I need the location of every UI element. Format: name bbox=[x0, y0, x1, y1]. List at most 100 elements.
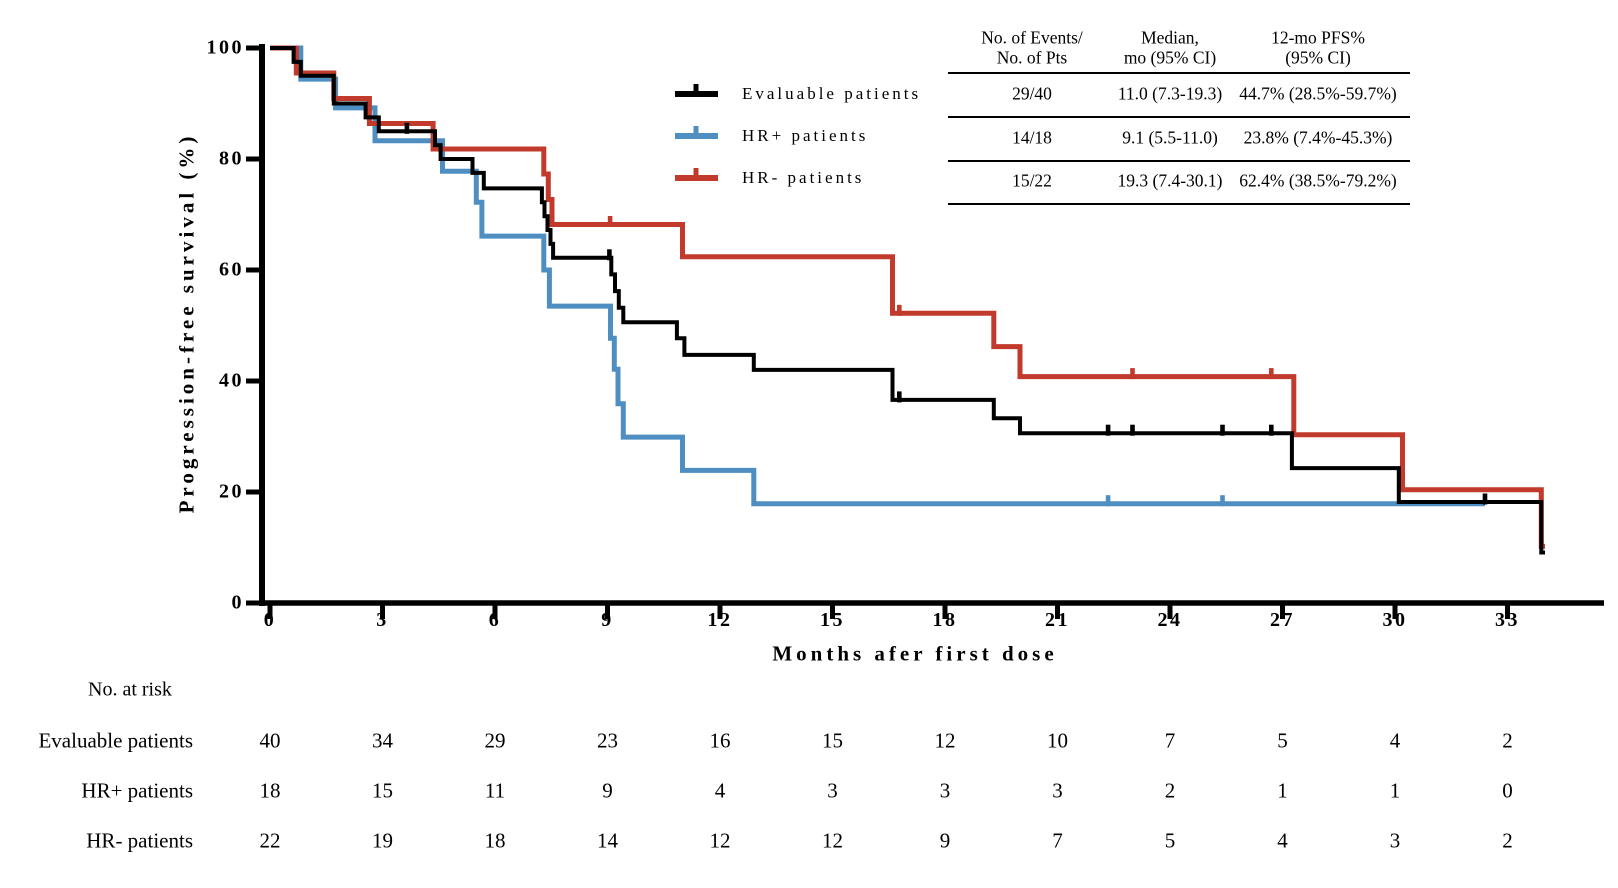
censor-tick-hr-patients bbox=[607, 216, 613, 227]
censor-tick-hr-patients bbox=[1105, 495, 1111, 507]
risk-count-g2-t24: 5 bbox=[1164, 828, 1176, 853]
x-tick-label-18: 18 bbox=[932, 609, 958, 631]
risk-count-g0-t15: 15 bbox=[822, 728, 843, 753]
risk-count-g0-t9: 23 bbox=[597, 728, 618, 753]
km-chart-canvas bbox=[246, 44, 1604, 619]
km-curve-hr-patients bbox=[270, 45, 1545, 549]
risk-count-g0-t21: 10 bbox=[1047, 728, 1068, 753]
km-curve-evaluable-patients bbox=[270, 46, 1545, 555]
risk-count-g2-t33: 2 bbox=[1502, 828, 1513, 853]
legend-label-hr-negative: HR- patients bbox=[742, 168, 865, 187]
stats-hr-positive-pfs: 23.8% (7.4%-45.3%) bbox=[1243, 127, 1393, 148]
stats-rule-row3 bbox=[948, 203, 1410, 205]
risk-table-title: No. at risk bbox=[88, 678, 172, 701]
risk-count-g0-t12: 16 bbox=[709, 728, 731, 753]
censor-tick-evaluable-patients bbox=[607, 249, 612, 261]
x-axis-title: Months afer first dose bbox=[772, 641, 1058, 666]
stats-hr-negative-events: 15/22 bbox=[1012, 170, 1052, 191]
risk-count-g2-t15: 12 bbox=[822, 828, 843, 853]
risk-label-evaluable: Evaluable patients bbox=[38, 728, 193, 753]
stats-header-pfs-line1: 12-mo PFS% bbox=[1271, 27, 1365, 48]
censor-tick-evaluable-patients bbox=[897, 391, 902, 403]
x-tick-label-33: 33 bbox=[1495, 609, 1520, 631]
censor-tick-evaluable-patients bbox=[404, 122, 410, 134]
risk-label-hr-negative: HR- patients bbox=[86, 828, 193, 853]
censor-tick-evaluable-patients bbox=[1130, 424, 1135, 436]
risk-count-g0-t27: 5 bbox=[1277, 728, 1288, 753]
risk-label-hr-positive: HR+ patients bbox=[81, 778, 193, 803]
censor-tick-hr-patients bbox=[1220, 495, 1225, 507]
risk-count-g2-t27: 4 bbox=[1277, 828, 1288, 853]
risk-count-g0-t24: 7 bbox=[1164, 728, 1176, 753]
x-tick-label-0: 0 bbox=[263, 609, 277, 631]
censor-tick-evaluable-patients bbox=[1105, 424, 1111, 436]
stats-rule-row2 bbox=[948, 160, 1410, 162]
risk-count-g1-t6: 11 bbox=[484, 778, 506, 803]
x-tick-label-24: 24 bbox=[1157, 609, 1183, 631]
risk-count-g1-t0: 18 bbox=[259, 778, 281, 803]
risk-count-g1-t21: 3 bbox=[1052, 778, 1063, 803]
x-tick-label-3: 3 bbox=[376, 609, 389, 631]
stats-header-median-line1: Median, bbox=[1141, 27, 1199, 48]
risk-count-g2-t9: 14 bbox=[597, 828, 618, 853]
survival-curves bbox=[270, 45, 1545, 555]
risk-count-g2-t18: 9 bbox=[939, 828, 951, 853]
x-axis-ticks bbox=[267, 602, 1510, 619]
x-tick-label-15: 15 bbox=[820, 609, 845, 631]
censor-tick-evaluable-patients bbox=[1220, 424, 1225, 436]
censor-tick-hr-patients bbox=[1269, 368, 1274, 380]
risk-count-g0-t3: 34 bbox=[372, 728, 393, 753]
x-tick-label-27: 27 bbox=[1270, 609, 1295, 631]
censor-tick-hr-patients bbox=[897, 304, 902, 316]
censor-tick-evaluable-patients bbox=[1482, 493, 1488, 505]
risk-count-g1-t30: 1 bbox=[1389, 778, 1401, 803]
legend-swatches bbox=[675, 84, 718, 181]
stats-hr-negative-median: 19.3 (7.4-30.1) bbox=[1117, 170, 1223, 191]
censor-tick-hr-patients bbox=[1130, 368, 1135, 380]
x-tick-label-6: 6 bbox=[488, 609, 502, 631]
legend-swatch-censor-tick-0 bbox=[693, 84, 699, 94]
risk-count-g1-t12: 4 bbox=[714, 778, 726, 803]
risk-count-g1-t24: 2 bbox=[1164, 778, 1176, 803]
stats-rule-row1 bbox=[948, 116, 1410, 118]
risk-count-g2-t21: 7 bbox=[1052, 828, 1063, 853]
risk-count-g1-t27: 1 bbox=[1277, 778, 1288, 803]
stats-header-median-line2: mo (95% CI) bbox=[1123, 47, 1217, 68]
stats-hr-negative-pfs: 62.4% (38.5%-79.2%) bbox=[1239, 170, 1397, 191]
legend-swatch-censor-tick-1 bbox=[693, 126, 699, 136]
risk-count-g1-t18: 3 bbox=[939, 778, 951, 803]
risk-count-g1-t9: 9 bbox=[602, 778, 613, 803]
risk-count-g0-t18: 12 bbox=[934, 728, 956, 753]
y-tick-label-40: 40 bbox=[219, 369, 244, 392]
stats-evaluable-events: 29/40 bbox=[1012, 83, 1052, 104]
risk-count-g0-t0: 40 bbox=[259, 728, 281, 753]
y-tick-label-0: 0 bbox=[231, 591, 244, 614]
legend-label-hr-positive: HR+ patients bbox=[742, 126, 869, 145]
risk-count-g2-t3: 19 bbox=[372, 828, 393, 853]
risk-count-g1-t33: 0 bbox=[1502, 778, 1513, 803]
risk-count-g1-t3: 15 bbox=[372, 778, 393, 803]
x-tick-label-21: 21 bbox=[1045, 609, 1070, 631]
stats-evaluable-pfs: 44.7% (28.5%-59.7%) bbox=[1239, 83, 1397, 104]
x-tick-label-9: 9 bbox=[601, 609, 614, 631]
risk-count-g0-t30: 4 bbox=[1389, 728, 1401, 753]
y-tick-label-100: 100 bbox=[206, 36, 244, 59]
stats-header-events-line2: No. of Pts bbox=[996, 47, 1068, 68]
x-tick-label-30: 30 bbox=[1382, 609, 1408, 631]
risk-count-g2-t6: 18 bbox=[484, 828, 506, 853]
stats-header-pfs-line2: (95% CI) bbox=[1285, 47, 1351, 68]
y-axis-title: Progression-free survival (%) bbox=[174, 132, 199, 514]
stats-hr-positive-median: 9.1 (5.5-11.0) bbox=[1122, 127, 1218, 148]
stats-rule-header bbox=[948, 72, 1410, 74]
y-tick-label-20: 20 bbox=[219, 480, 244, 503]
risk-count-g0-t33: 2 bbox=[1502, 728, 1513, 753]
y-tick-label-60: 60 bbox=[219, 258, 244, 281]
y-axis-ticks bbox=[246, 45, 263, 606]
stats-evaluable-median: 11.0 (7.3-19.3) bbox=[1117, 83, 1223, 104]
y-tick-label-80: 80 bbox=[219, 147, 244, 170]
risk-count-g0-t6: 29 bbox=[484, 728, 506, 753]
legend-swatch-censor-tick-2 bbox=[693, 168, 699, 178]
risk-count-g2-t30: 3 bbox=[1389, 828, 1401, 853]
stats-header-events-line1: No. of Events/ bbox=[981, 27, 1083, 48]
